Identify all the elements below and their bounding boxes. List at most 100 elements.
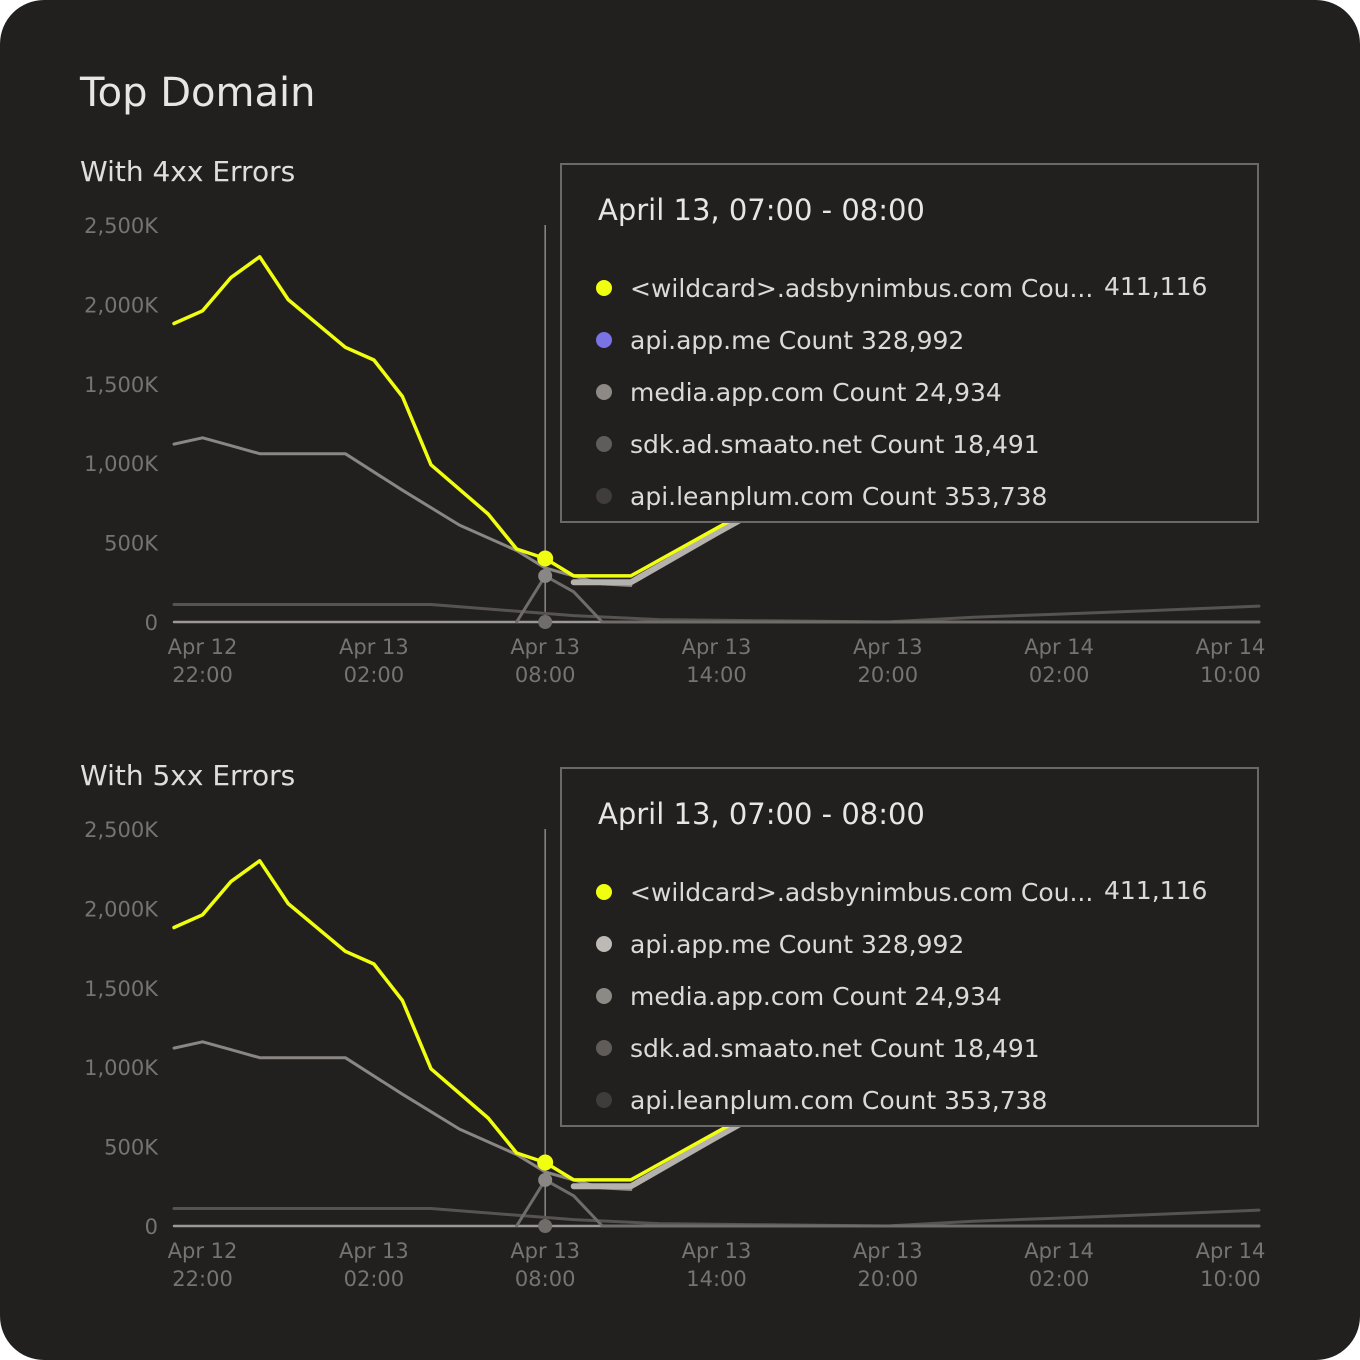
x-tick-label: Apr 12 <box>168 1239 238 1263</box>
x-tick-label: 14:00 <box>686 1267 747 1291</box>
tooltip-title: April 13, 07:00 - 08:00 <box>598 797 925 831</box>
legend-dot-icon <box>596 384 612 400</box>
y-tick-label: 2,500K <box>84 818 159 842</box>
tooltip-row: api.app.me Count 328,992 <box>596 324 964 356</box>
y-tick-label: 1,500K <box>84 373 159 397</box>
hover-point <box>538 1219 553 1233</box>
series-line <box>570 514 749 586</box>
hover-point <box>538 568 553 583</box>
tooltip-row-label: media.app.com Count 24,934 <box>630 377 1002 407</box>
legend-dot-icon <box>596 436 612 452</box>
y-tick-label: 1,500K <box>84 977 159 1001</box>
x-tick-label: Apr 14 <box>1196 635 1266 659</box>
tooltip-row: sdk.ad.smaato.net Count 18,491 <box>596 1032 1040 1064</box>
hover-point <box>537 1154 554 1171</box>
x-tick-label: 20:00 <box>858 663 919 687</box>
chart-tooltip: April 13, 07:00 - 08:00 <wildcard>.adsby… <box>560 767 1259 1127</box>
hover-point <box>538 615 553 629</box>
tooltip-row-label: api.leanplum.com Count 353,738 <box>630 1085 1048 1115</box>
tooltip-row-label: <wildcard>.adsbynimbus.com Cou... <box>630 273 1094 303</box>
x-tick-label: Apr 14 <box>1196 1239 1266 1263</box>
x-tick-label: Apr 14 <box>1024 1239 1094 1263</box>
y-tick-label: 500K <box>104 1136 159 1160</box>
series-line <box>515 1178 1261 1228</box>
tooltip-title: April 13, 07:00 - 08:00 <box>598 193 925 227</box>
tooltip-row-label: api.leanplum.com Count 353,738 <box>630 481 1048 511</box>
line-chart-5xx[interactable]: 0 500K 1,000K 1,500K 2,000K 2,500K Apr 12 22:00… <box>0 759 1360 1319</box>
x-tick-label: Apr 12 <box>168 635 238 659</box>
tooltip-row-label: api.app.me Count 328,992 <box>630 929 965 959</box>
legend-dot-icon <box>596 936 612 952</box>
legend-dot-icon <box>596 332 612 348</box>
x-tick-label: Apr 13 <box>682 635 752 659</box>
tooltip-row: <wildcard>.adsbynimbus.com Cou... 411,11… <box>596 272 1207 304</box>
x-tick-label: Apr 14 <box>1024 635 1094 659</box>
legend-dot-icon <box>596 884 612 900</box>
line-chart-4xx[interactable]: 0 500K 1,000K 1,500K 2,000K 2,500K Apr 12 22:00… <box>0 155 1360 715</box>
tooltip-row-label: sdk.ad.smaato.net Count 18,491 <box>630 1033 1040 1063</box>
x-tick-label: 10:00 <box>1200 663 1261 687</box>
x-tick-label: 02:00 <box>1029 663 1090 687</box>
series-line <box>515 574 1261 624</box>
series-line <box>570 1118 749 1190</box>
x-tick-label: Apr 13 <box>853 1239 923 1263</box>
legend-dot-icon <box>596 988 612 1004</box>
x-tick-label: Apr 13 <box>510 635 580 659</box>
y-tick-label: 500K <box>104 532 159 556</box>
x-tick-label: Apr 13 <box>682 1239 752 1263</box>
tooltip-row: sdk.ad.smaato.net Count 18,491 <box>596 428 1040 460</box>
chart-title: With 5xx Errors <box>80 759 296 792</box>
y-tick-label: 0 <box>145 611 158 635</box>
chart-panel-4xx: With 4xx Errors 0 500K 1,000K 1,500K 2,000K 2… <box>0 155 1360 755</box>
series-line <box>172 436 633 587</box>
hover-point <box>538 1172 553 1187</box>
tooltip-row: media.app.com Count 24,934 <box>596 376 1002 408</box>
chart-tooltip: April 13, 07:00 - 08:00 <wildcard>.adsby… <box>560 163 1259 523</box>
tooltip-row-label: api.app.me Count 328,992 <box>630 325 965 355</box>
tooltip-row: api.leanplum.com Count 353,738 <box>596 1084 1047 1116</box>
tooltip-row: api.leanplum.com Count 353,738 <box>596 480 1047 512</box>
x-tick-label: 22:00 <box>172 1267 233 1291</box>
tooltip-row-value: 411,116 <box>1104 876 1208 905</box>
hover-point <box>537 550 554 567</box>
x-tick-label: 20:00 <box>858 1267 919 1291</box>
series-line <box>172 1207 1261 1228</box>
x-tick-label: 08:00 <box>515 1267 576 1291</box>
card-title: Top Domain <box>80 70 316 116</box>
tooltip-row: api.app.me Count 328,992 <box>596 928 964 960</box>
x-tick-label: 02:00 <box>1029 1267 1090 1291</box>
legend-dot-icon <box>596 1040 612 1056</box>
tooltip-row: media.app.com Count 24,934 <box>596 980 1002 1012</box>
x-tick-label: Apr 13 <box>339 635 409 659</box>
legend-dot-icon <box>596 280 612 296</box>
tooltip-row-value: 411,116 <box>1104 272 1208 301</box>
series-line <box>172 1040 633 1191</box>
y-tick-label: 1,000K <box>84 452 159 476</box>
y-tick-label: 2,500K <box>84 214 159 238</box>
x-tick-label: 14:00 <box>686 663 747 687</box>
x-tick-label: Apr 13 <box>339 1239 409 1263</box>
series-line <box>172 859 747 1182</box>
x-tick-label: 10:00 <box>1200 1267 1261 1291</box>
legend-dot-icon <box>596 488 612 504</box>
x-tick-label: 22:00 <box>172 663 233 687</box>
chart-panel-5xx: With 5xx Errors 0 500K 1,000K 1,500K 2,000K 2… <box>0 759 1360 1359</box>
y-tick-label: 2,000K <box>84 897 159 921</box>
x-tick-label: 08:00 <box>515 663 576 687</box>
series-line <box>172 603 1261 624</box>
tooltip-row-label: <wildcard>.adsbynimbus.com Cou... <box>630 877 1094 907</box>
x-tick-label: 02:00 <box>344 1267 405 1291</box>
tooltip-row-label: media.app.com Count 24,934 <box>630 981 1002 1011</box>
x-tick-label: Apr 13 <box>853 635 923 659</box>
x-tick-label: 02:00 <box>344 663 405 687</box>
series-line <box>172 255 747 578</box>
tooltip-row-label: sdk.ad.smaato.net Count 18,491 <box>630 429 1040 459</box>
chart-title: With 4xx Errors <box>80 155 296 188</box>
y-tick-label: 0 <box>145 1215 158 1239</box>
y-tick-label: 1,000K <box>84 1056 159 1080</box>
legend-dot-icon <box>596 1092 612 1108</box>
x-tick-label: Apr 13 <box>510 1239 580 1263</box>
y-tick-label: 2,000K <box>84 293 159 317</box>
tooltip-row: <wildcard>.adsbynimbus.com Cou... 411,11… <box>596 876 1207 908</box>
